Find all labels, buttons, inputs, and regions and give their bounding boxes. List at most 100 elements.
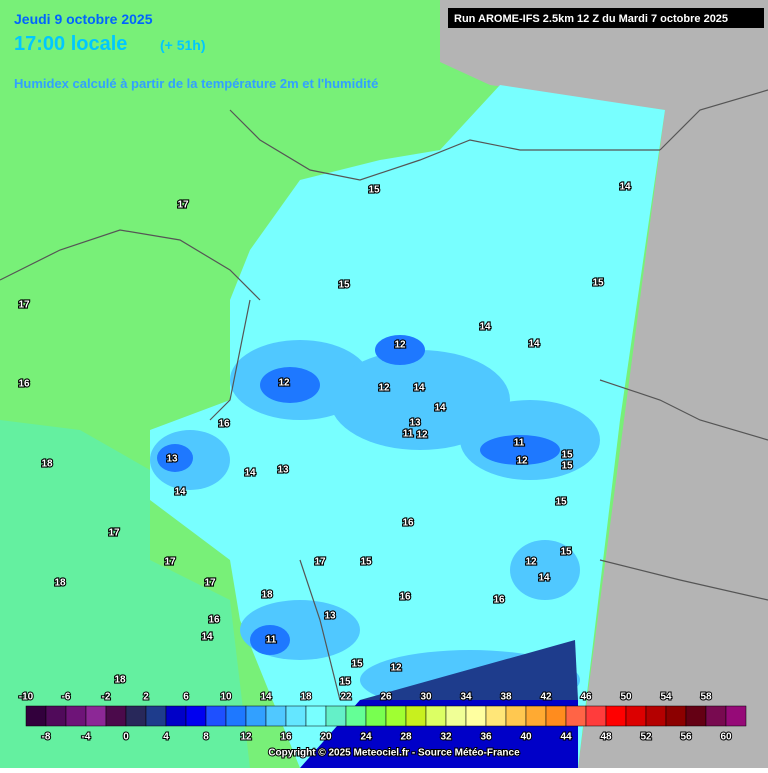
colorbar-label: 6: [183, 692, 189, 703]
colorbar-swatch: [285, 705, 307, 727]
colorbar-label: 52: [640, 732, 652, 743]
colorbar-label: -4: [82, 732, 91, 743]
colorbar-label: 10: [220, 692, 232, 703]
colorbar-label: 48: [600, 732, 612, 743]
colorbar-label: 2: [143, 692, 149, 703]
contour-label: 12: [278, 378, 290, 389]
colorbar-swatch: [85, 705, 107, 727]
contour-label: 18: [41, 459, 53, 470]
run-info: Run AROME-IFS 2.5km 12 Z du Mardi 7 octo…: [454, 13, 728, 25]
contour-label: 18: [54, 578, 66, 589]
colorbar-swatch: [185, 705, 207, 727]
colorbar-swatch: [545, 705, 567, 727]
colorbar-swatch: [365, 705, 387, 727]
contour-label: 17: [108, 528, 120, 539]
contour-label: 12: [394, 340, 406, 351]
colorbar-label: 60: [720, 732, 732, 743]
parameter: Humidex calculé à partir de la températu…: [14, 76, 378, 91]
colorbar-label: 20: [320, 732, 332, 743]
contour-label: 14: [434, 403, 446, 414]
contour-label: 11: [266, 635, 277, 646]
contour-label: 15: [592, 278, 604, 289]
colorbar-swatch: [65, 705, 87, 727]
contour-label: 17: [164, 557, 176, 568]
contour-label: 12: [378, 383, 390, 394]
colorbar: -10 -6 -2 2 6 10 14 18 22 26 30 34 38 42 46 50 54 58-8 -4 0…: [18, 691, 747, 744]
colorbar-label: -2: [102, 692, 111, 703]
contour-label: 13: [277, 465, 289, 476]
colorbar-swatch: [225, 705, 247, 727]
colorbar-label: 40: [520, 732, 532, 743]
colorbar-swatch: [705, 705, 727, 727]
contour-label: 15: [360, 557, 372, 568]
colorbar-swatch: [645, 705, 667, 727]
colorbar-swatch: [505, 705, 527, 727]
colorbar-swatch: [485, 705, 507, 727]
colorbar-swatch: [685, 705, 707, 727]
contour-label: 12: [416, 430, 428, 441]
colorbar-label: 0: [123, 732, 129, 743]
colorbar-label: 44: [560, 732, 572, 743]
contour-label: 18: [114, 675, 126, 686]
lead: (+ 51h): [160, 37, 206, 53]
colorbar-swatch: [465, 705, 487, 727]
colorbar-label: -8: [42, 732, 51, 743]
colorbar-label: 12: [240, 732, 252, 743]
colorbar-label: -6: [62, 692, 71, 703]
borders: [0, 89, 768, 701]
contour-label: 11: [403, 429, 414, 440]
colorbar-swatch: [125, 705, 147, 727]
colorbar-swatch: [625, 705, 647, 727]
colorbar-swatch: [605, 705, 627, 727]
colorbar-swatch: [565, 705, 587, 727]
contour-label: 11: [514, 438, 525, 449]
colorbar-swatch: [585, 705, 607, 727]
contour-label: 14: [201, 632, 213, 643]
contour-label: 15: [351, 659, 363, 670]
colorbar-label: 36: [480, 732, 492, 743]
colorbar-swatch: [205, 705, 227, 727]
contour-label: 15: [561, 450, 573, 461]
contour-label: 17: [18, 300, 30, 311]
contour-label: 16: [218, 419, 230, 430]
date: Jeudi 9 octobre 2025: [14, 11, 153, 27]
colorbar-label: 18: [300, 692, 312, 703]
colorbar-label: 8: [203, 732, 209, 743]
colorbar-label: 22: [340, 692, 352, 703]
colorbar-label: 16: [280, 732, 292, 743]
colorbar-label: 42: [540, 692, 552, 703]
contour-label: 15: [560, 547, 572, 558]
colorbar-label: 28: [400, 732, 412, 743]
contour-label: 12: [525, 557, 537, 568]
contour-label: 15: [338, 280, 350, 291]
colorbar-swatch: [725, 705, 747, 727]
contour-label: 17: [314, 557, 326, 568]
colorbar-swatch: [405, 705, 427, 727]
colorbar-label: 50: [620, 692, 632, 703]
contour-label: 17: [177, 200, 189, 211]
contour-label: 14: [528, 339, 540, 350]
colorbar-swatch: [25, 705, 47, 727]
contour-label: 13: [324, 611, 336, 622]
colorbar-label: -10: [19, 692, 34, 703]
contour-label: 12: [390, 663, 402, 674]
colorbar-swatch: [145, 705, 167, 727]
contour-label: 14: [174, 487, 186, 498]
colorbar-label: 32: [440, 732, 452, 743]
contour-label: 14: [244, 468, 256, 479]
colorbar-swatch: [265, 705, 287, 727]
colorbar-label: 46: [580, 692, 592, 703]
colorbar-label: 58: [700, 692, 712, 703]
colorbar-label: 54: [660, 692, 672, 703]
contour-label: 14: [479, 322, 491, 333]
contour-label: 18: [261, 590, 273, 601]
colorbar-swatch: [245, 705, 267, 727]
contour-label: 15: [561, 461, 573, 472]
colorbar-swatch: [425, 705, 447, 727]
colorbar-swatch: [665, 705, 687, 727]
dark-region: [360, 640, 578, 700]
colorbar-label: 14: [260, 692, 272, 703]
colorbar-swatch: [385, 705, 407, 727]
